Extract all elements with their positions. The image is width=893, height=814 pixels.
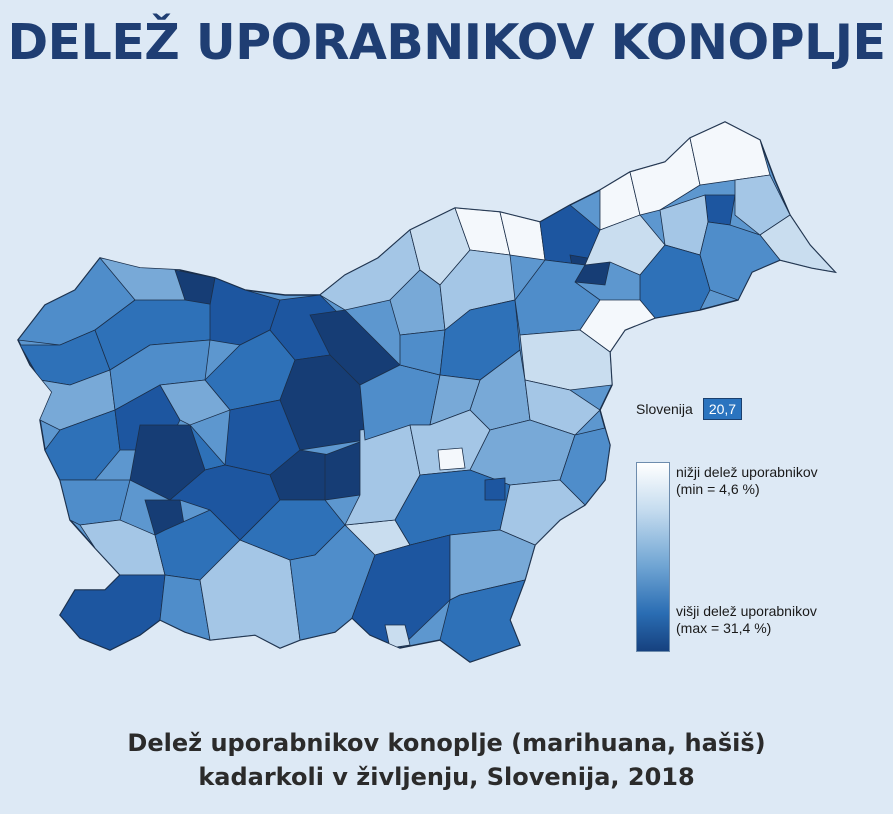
legend-low-label: nižji delež uporabnikov: [676, 464, 818, 480]
national-average: Slovenija 20,7: [636, 398, 743, 420]
legend-low-value: (min = 4,6 %): [676, 481, 760, 497]
map-title: DELEŽ UPORABNIKOV KONOPLJE: [7, 14, 886, 71]
legend-low: nižji delež uporabnikov (min = 4,6 %): [676, 464, 818, 498]
caption-line-1: Delež uporabnikov konoplje (marihuana, h…: [127, 729, 766, 757]
region: [484, 477, 506, 501]
region: [699, 221, 781, 301]
caption-line-2: kadarkoli v življenju, Slovenija, 2018: [198, 763, 695, 791]
national-average-label: Slovenija: [636, 401, 693, 417]
legend-color-scale: [636, 462, 670, 652]
region: [524, 379, 601, 436]
region: [437, 447, 466, 471]
region: [59, 479, 131, 526]
national-average-value: 20,7: [702, 398, 743, 420]
region: [159, 379, 231, 426]
region: [351, 534, 451, 649]
map-caption: Delež uporabnikov konoplje (marihuana, h…: [0, 726, 893, 794]
region: [59, 574, 166, 651]
legend-high-value: (max = 31,4 %): [676, 620, 772, 636]
legend-high-label: višji delež uporabnikov: [676, 603, 817, 619]
municipalities: [18, 122, 835, 662]
region: [689, 122, 771, 186]
region: [704, 194, 736, 226]
legend-high: višji delež uporabnikov (max = 31,4 %): [676, 603, 817, 637]
region: [384, 624, 411, 649]
